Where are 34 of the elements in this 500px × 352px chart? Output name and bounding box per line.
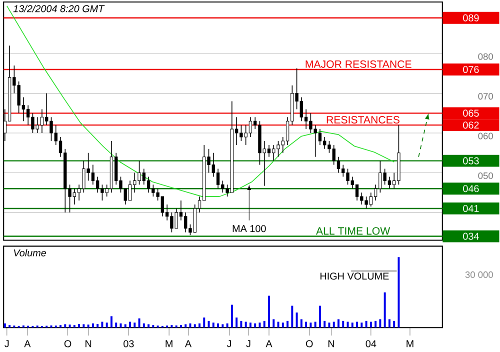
annotation: MA 100 (232, 225, 266, 232)
ref-line-label: 089 (463, 14, 479, 22)
x-tick-label: A (266, 340, 272, 348)
ref-line-label: 034 (463, 232, 479, 240)
x-tick-label: 04 (366, 340, 376, 348)
x-tick-label: J (246, 340, 250, 348)
x-tick-label: O (306, 340, 313, 348)
ref-line-label: 062 (463, 122, 479, 129)
annotation: MAJOR RESISTANCE (306, 60, 412, 68)
annotation: HIGH VOLUME (320, 272, 389, 280)
y-tick-label: 080 (478, 53, 493, 60)
chart-title: 13/2/2004 8:20 GMT (13, 5, 105, 12)
y-tick-label: 070 (478, 93, 493, 100)
ref-line-label: 076 (463, 66, 479, 74)
x-tick-label: N (86, 340, 92, 348)
annotation: ALL TIME LOW (316, 227, 390, 235)
x-tick-label: A (184, 340, 192, 348)
ref-line-label: 053 (463, 157, 479, 165)
x-tick-label: M (166, 340, 172, 348)
ref-line-label: 041 (463, 205, 479, 212)
x-tick-label: A (24, 340, 31, 348)
x-tick-label: M (406, 340, 414, 348)
ref-line-label: 046 (463, 185, 479, 192)
annotation: RESISTANCES (326, 116, 400, 124)
y-tick-label: 050 (478, 172, 493, 180)
x-tick-label: O (64, 340, 72, 348)
y-tick-label: 060 (478, 132, 493, 140)
x-tick-label: J (226, 340, 232, 348)
text: 30 000 (465, 272, 493, 278)
x-tick-label: 03 (124, 340, 134, 348)
ref-line-label: 065 (463, 110, 479, 117)
x-tick-label: J (4, 340, 9, 348)
chart-title: Volume (14, 249, 46, 257)
x-tick-label: N (328, 340, 334, 348)
